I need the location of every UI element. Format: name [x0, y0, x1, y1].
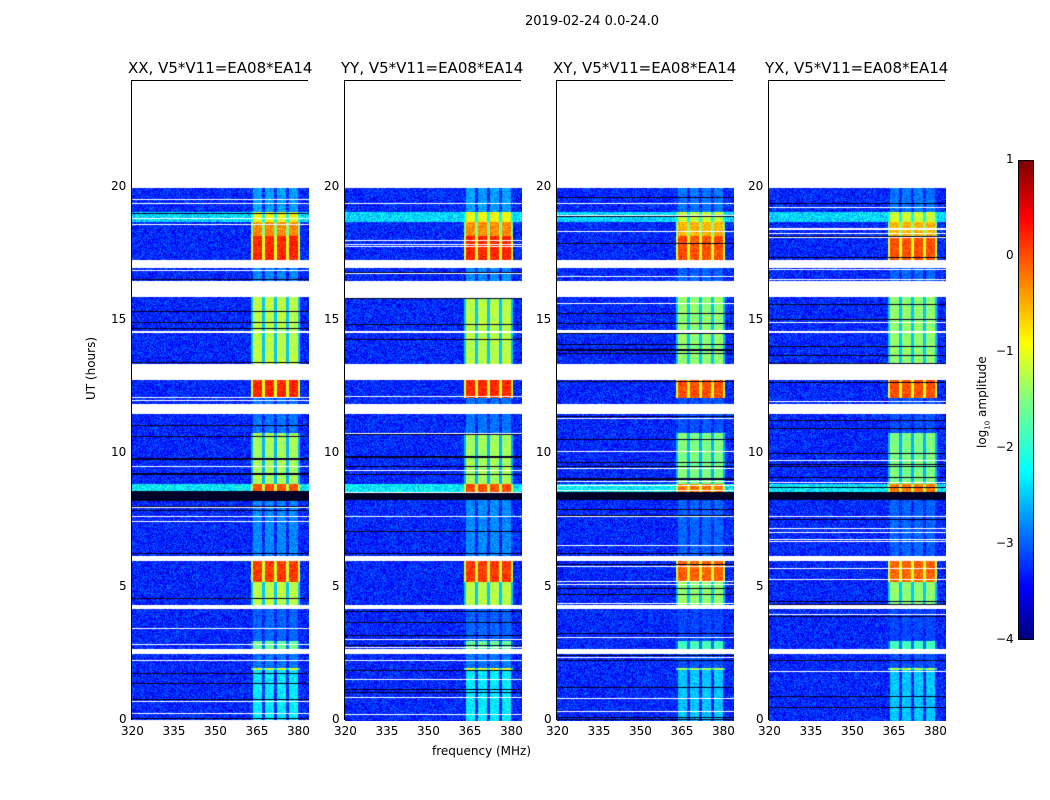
x-axis-label: frequency (MHz)	[432, 744, 532, 758]
x-tick-label: 335	[799, 724, 823, 738]
y-tick-label: 20	[748, 178, 764, 193]
heatmap-image	[769, 81, 946, 721]
y-tick-label: 15	[748, 312, 764, 326]
colorbar-tick-label: −4	[996, 632, 1014, 646]
y-tick-label: 5	[119, 578, 127, 593]
heatmap-image	[557, 81, 734, 721]
x-tick-label: 350	[840, 724, 864, 738]
y-tick-label: 0	[119, 712, 127, 726]
colorbar-label: log10 amplitude	[975, 356, 991, 448]
x-tick-label: 380	[923, 724, 947, 738]
colorbar-tick-label: −1	[996, 344, 1014, 358]
y-tick-label: 20	[324, 178, 340, 193]
spectrogram-panel	[768, 80, 946, 721]
x-tick-label: 350	[416, 724, 440, 738]
y-tick-label: 5	[544, 578, 552, 593]
y-tick-label: 0	[544, 712, 552, 726]
colorbar-tick-label: 1	[1006, 152, 1014, 166]
y-tick-label: 10	[324, 445, 340, 460]
x-tick-label: 365	[245, 724, 269, 738]
panel-title: XY, V5*V11=EA08*EA14	[553, 59, 737, 77]
y-tick-label: 5	[756, 578, 764, 593]
y-tick-label: 20	[536, 178, 552, 193]
y-tick-label: 15	[536, 312, 552, 326]
panel-title: YX, V5*V11=EA08*EA14	[765, 59, 949, 77]
x-tick-label: 335	[375, 724, 399, 738]
colorbar-label-main: log	[975, 429, 989, 448]
x-tick-label: 335	[587, 724, 611, 738]
y-tick-label: 0	[332, 712, 340, 726]
x-tick-label: 350	[628, 724, 652, 738]
panel-title: XX, V5*V11=EA08*EA14	[128, 59, 313, 77]
y-tick-label: 20	[111, 178, 127, 193]
x-tick-label: 365	[458, 724, 482, 738]
y-tick-label: 10	[111, 445, 127, 460]
x-tick-label: 320	[546, 724, 569, 738]
y-tick-label: 15	[111, 312, 127, 326]
heatmap-image	[345, 81, 522, 721]
spectrogram-panel	[556, 80, 734, 721]
x-tick-label: 380	[711, 724, 735, 738]
y-tick-label: 5	[332, 578, 340, 593]
y-axis-label: UT (hours)	[84, 336, 98, 400]
x-tick-label: 320	[758, 724, 781, 738]
y-tick-label: 10	[536, 445, 552, 460]
x-tick-label: 365	[670, 724, 694, 738]
colorbar	[1018, 160, 1034, 640]
colorbar-tick-label: −2	[996, 440, 1014, 454]
x-tick-label: 335	[162, 724, 186, 738]
y-tick-label: 10	[748, 445, 764, 460]
heatmap-image	[132, 81, 309, 721]
x-tick-label: 320	[121, 724, 144, 738]
colorbar-label-sub: 10	[983, 420, 992, 430]
x-tick-label: 365	[882, 724, 906, 738]
colorbar-label-rest: amplitude	[975, 356, 989, 421]
colorbar-tick-label: 0	[1006, 248, 1014, 262]
panel-title: YY, V5*V11=EA08*EA14	[341, 59, 524, 77]
x-tick-label: 380	[286, 724, 310, 738]
y-tick-label: 15	[324, 312, 340, 326]
colorbar-tick-label: −3	[996, 536, 1014, 550]
x-tick-label: 350	[203, 724, 227, 738]
spectrogram-panel	[344, 80, 522, 721]
spectrogram-panel	[131, 80, 309, 721]
x-tick-label: 380	[499, 724, 523, 738]
y-tick-label: 0	[756, 712, 764, 726]
figure-title: 2019-02-24 0.0-24.0	[525, 14, 659, 29]
x-tick-label: 320	[334, 724, 357, 738]
